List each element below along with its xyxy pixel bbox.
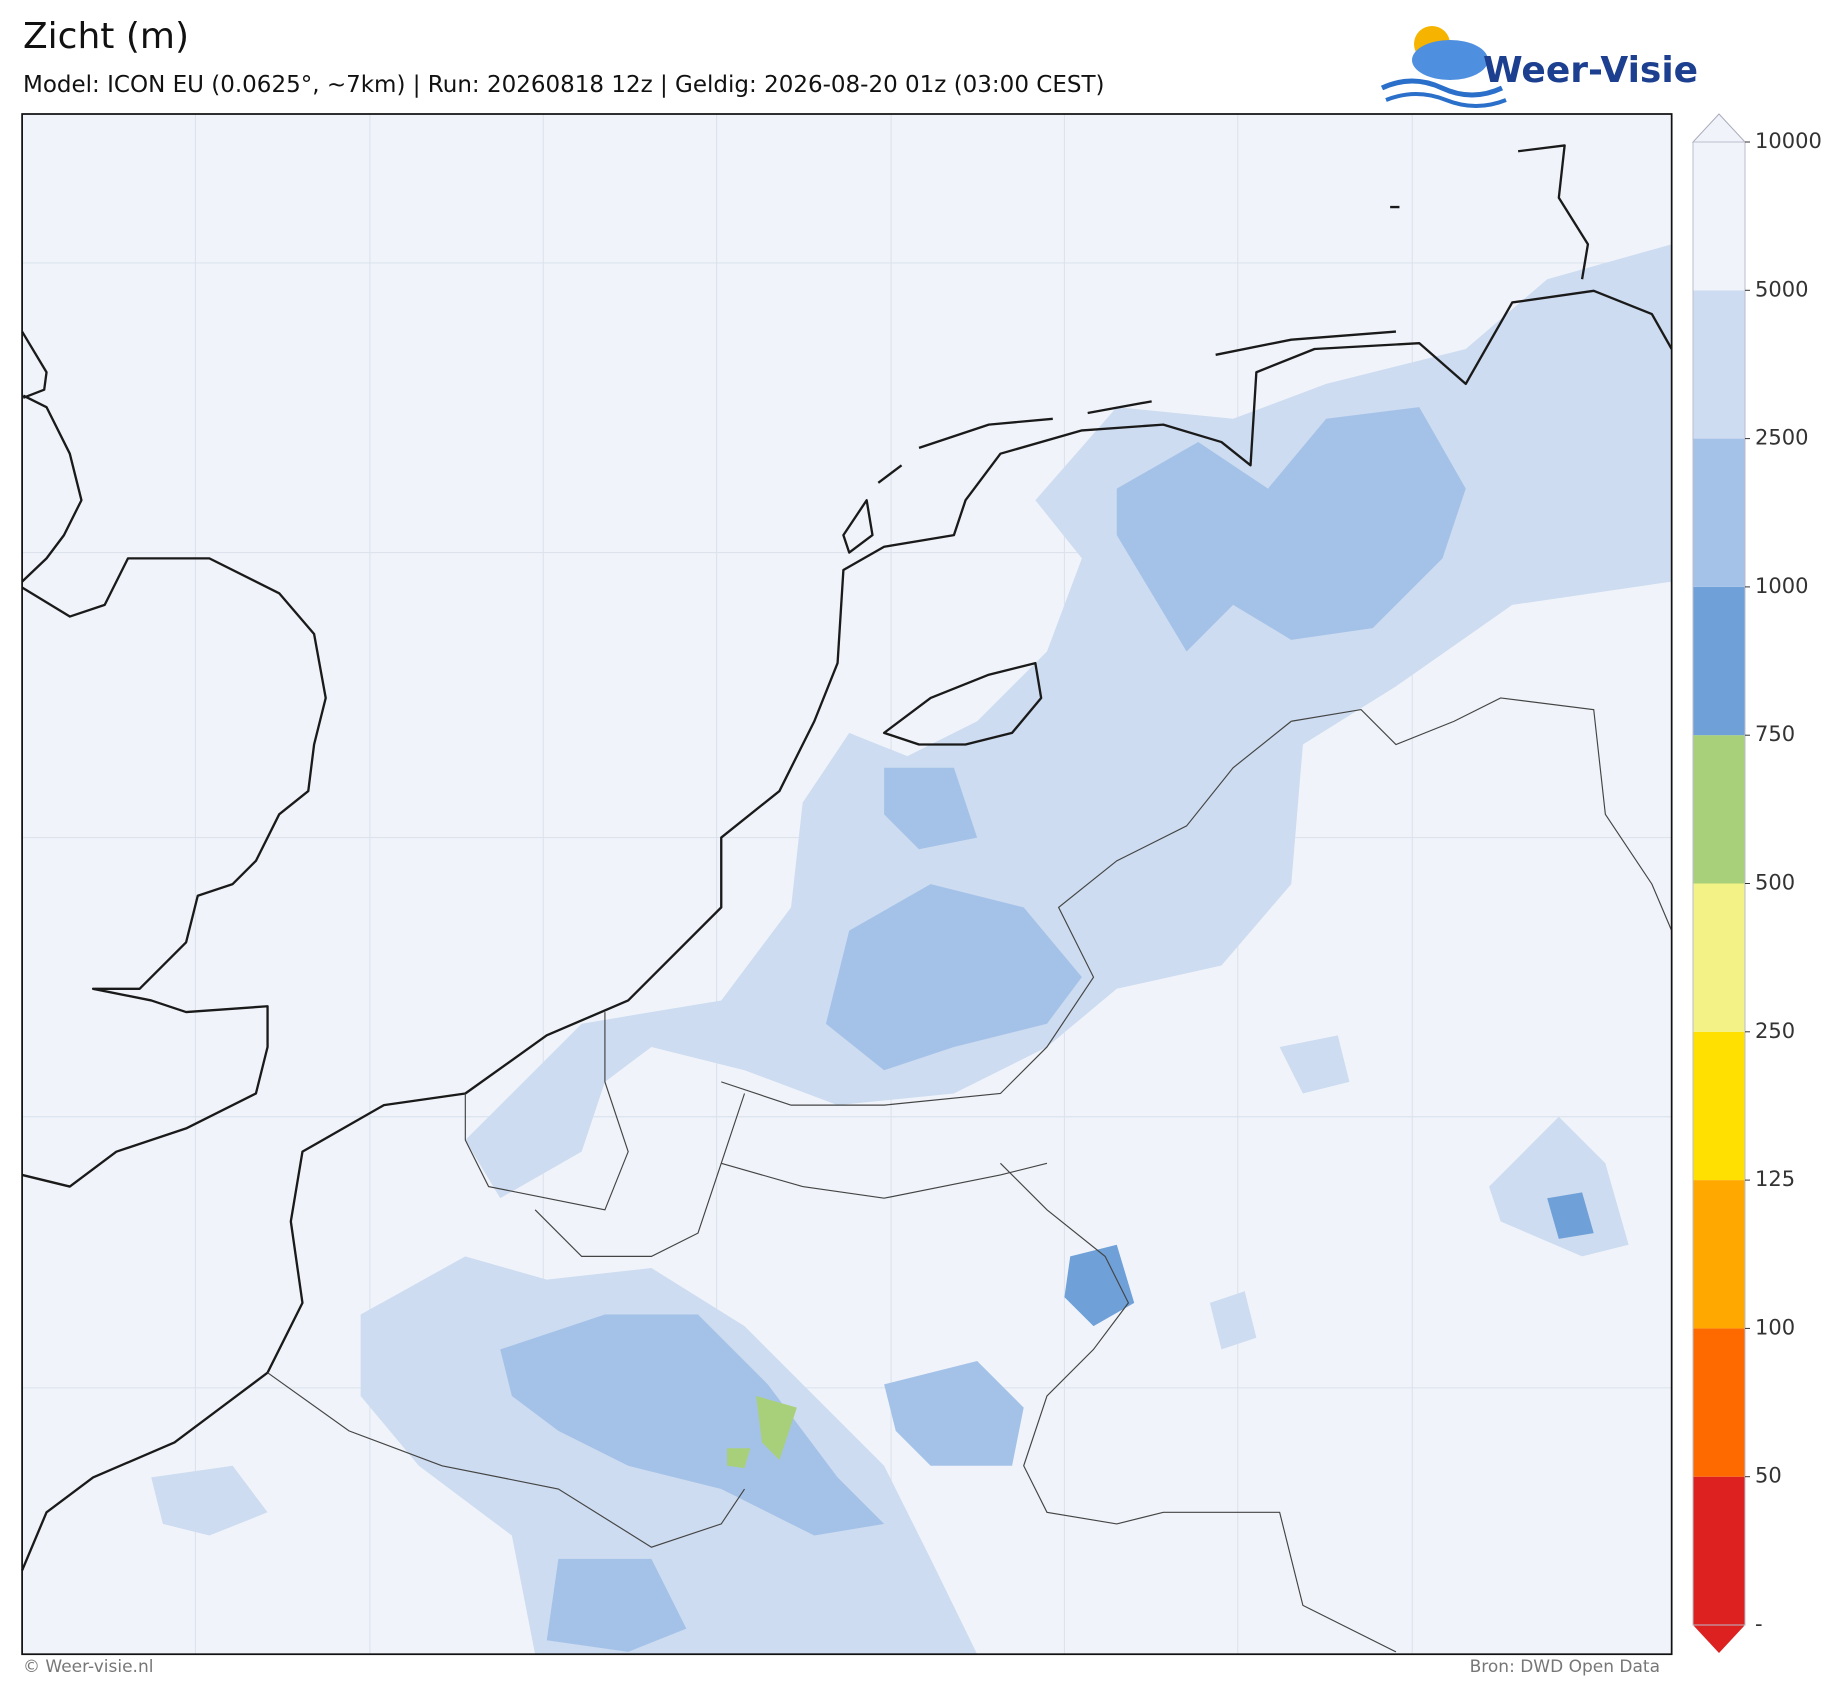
subtitle: Model: ICON EU (0.0625°, ~7km) | Run: 20… xyxy=(23,72,1104,98)
colorbar-tick-label: 750 xyxy=(1755,722,1795,746)
colorbar-tick-label: 250 xyxy=(1755,1019,1795,1043)
colorbar-band xyxy=(1693,438,1745,587)
colorbar-band xyxy=(1693,1328,1745,1477)
colorbar-tick-label: 500 xyxy=(1755,871,1795,895)
colorbar-band xyxy=(1693,883,1745,1032)
colorbar-extend-low xyxy=(1693,1625,1745,1653)
coastlines xyxy=(21,144,1673,1571)
colorbar-band xyxy=(1693,735,1745,884)
title: Zicht (m) xyxy=(23,16,189,57)
footer-credit: © Weer-visie.nl xyxy=(23,1657,153,1677)
colorbar-tick-label: 50 xyxy=(1755,1464,1782,1488)
colorbar-tick-label: 2500 xyxy=(1755,426,1808,450)
colorbar-tick-label: 10000 xyxy=(1755,129,1822,153)
colorbar-extend-high xyxy=(1691,113,1747,143)
borders xyxy=(267,697,1673,1653)
footer-source: Bron: DWD Open Data xyxy=(1470,1657,1660,1677)
colorbar-band xyxy=(1693,586,1745,736)
colorbar-tick-label: 100 xyxy=(1755,1315,1795,1339)
logo: Weer-Visie xyxy=(1380,26,1698,108)
colorbar-tick-label: 5000 xyxy=(1755,277,1808,301)
colorbar-band xyxy=(1693,142,1745,291)
colorbar-tick-label: 125 xyxy=(1755,1167,1795,1191)
colorbar-band xyxy=(1693,1031,1745,1181)
colorbar-band xyxy=(1693,1180,1745,1329)
map-frame xyxy=(21,113,1673,1656)
logo-text: Weer-Visie xyxy=(1483,50,1698,91)
colorbar-tick-label: - xyxy=(1755,1612,1763,1636)
colorbar-band xyxy=(1693,290,1745,439)
map xyxy=(21,113,1673,1656)
colorbar: - 50 100 125 250 500 750 1000 2500 5000 10000 xyxy=(1691,113,1822,1653)
visibility-fields xyxy=(151,244,1672,1655)
colorbar-tick-label: 1000 xyxy=(1755,574,1808,598)
colorbar-band xyxy=(1693,1476,1745,1625)
